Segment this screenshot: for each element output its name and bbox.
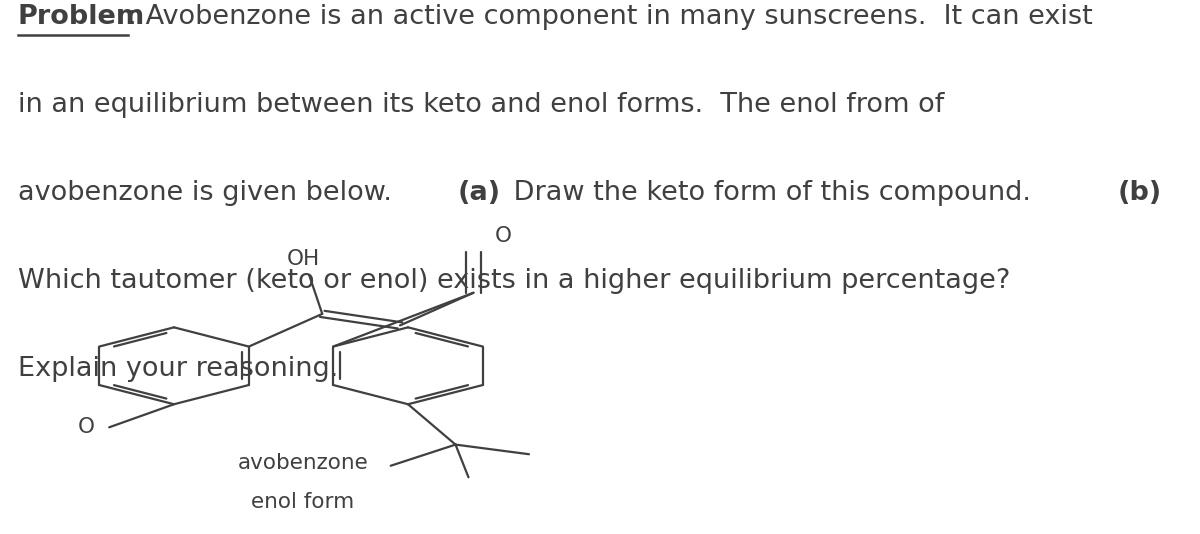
Text: Draw the keto form of this compound.: Draw the keto form of this compound.	[505, 180, 1048, 206]
Text: O: O	[496, 226, 512, 246]
Text: Which tautomer (keto or enol) exists in a higher equilibrium percentage?: Which tautomer (keto or enol) exists in …	[18, 269, 1010, 294]
Text: enol form: enol form	[251, 492, 355, 512]
Text: O: O	[78, 417, 95, 437]
Text: avobenzone is given below.: avobenzone is given below.	[18, 180, 409, 206]
Text: Problem: Problem	[18, 4, 145, 30]
Text: (b): (b)	[1117, 180, 1162, 206]
Text: avobenzone: avobenzone	[238, 453, 368, 473]
Text: : Avobenzone is an active component in many sunscreens.  It can exist: : Avobenzone is an active component in m…	[128, 4, 1093, 30]
Text: (a): (a)	[458, 180, 500, 206]
Text: Explain your reasoning.: Explain your reasoning.	[18, 357, 338, 382]
Text: OH: OH	[287, 249, 320, 269]
Text: in an equilibrium between its keto and enol forms.  The enol from of: in an equilibrium between its keto and e…	[18, 92, 944, 118]
